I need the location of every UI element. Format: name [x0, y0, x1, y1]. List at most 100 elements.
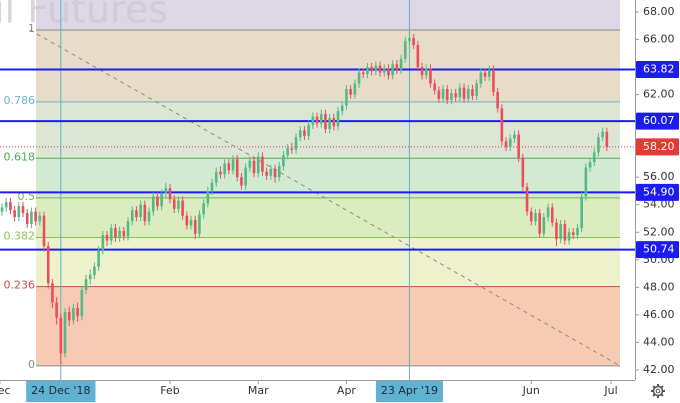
- x-tick-label: Jul: [603, 384, 617, 397]
- candle-body: [340, 105, 344, 112]
- candle-body: [34, 211, 37, 222]
- y-tick-label: 54.00: [643, 198, 675, 211]
- candle-body: [114, 228, 117, 238]
- candle-body: [139, 204, 142, 218]
- candle-body: [25, 212, 29, 225]
- candle-body: [450, 93, 453, 101]
- candle-body: [601, 131, 604, 138]
- candle-body: [46, 246, 50, 284]
- candle-body: [395, 64, 399, 70]
- candle-body: [298, 130, 302, 138]
- y-tick-label: 62.00: [643, 88, 675, 101]
- candle-body: [563, 224, 567, 241]
- candle-body: [130, 210, 134, 222]
- candle-body: [261, 156, 264, 172]
- candle-body: [555, 222, 558, 240]
- candle-body: [445, 89, 449, 101]
- candle-body: [500, 108, 504, 142]
- candle-body: [584, 167, 588, 197]
- candle-body: [475, 83, 478, 96]
- candle-body: [189, 219, 193, 226]
- candle-body: [471, 89, 474, 96]
- candle-body: [51, 283, 54, 303]
- x-tick-label: 24 Dec '18: [31, 384, 90, 397]
- x-tick-label: Apr: [337, 384, 357, 397]
- fib-label: 0.786: [4, 94, 36, 107]
- candle-body: [240, 177, 243, 186]
- candle-body: [290, 148, 294, 150]
- fib-label: 0.618: [4, 150, 36, 163]
- candle-body: [550, 207, 554, 223]
- candle-body: [164, 188, 168, 194]
- candle-body: [420, 67, 424, 76]
- candle-body: [353, 83, 357, 95]
- candle-body: [42, 215, 46, 247]
- candle-body: [387, 68, 390, 76]
- x-tick-label: Dec: [0, 384, 11, 397]
- last-price-label: 58.20: [643, 140, 675, 153]
- candle-body: [0, 207, 4, 212]
- candle-body: [403, 40, 407, 59]
- candle-body: [265, 171, 268, 176]
- candle-body: [59, 317, 63, 354]
- candle-body: [80, 290, 84, 317]
- candle-body: [458, 87, 462, 98]
- candle-body: [357, 72, 361, 84]
- candle-body: [151, 196, 155, 212]
- candle-body: [248, 160, 252, 168]
- candle-body: [592, 152, 596, 163]
- candle-body: [21, 206, 25, 213]
- candle-body: [513, 134, 516, 139]
- level-label: 63.82: [643, 63, 675, 76]
- x-tick-label: Jun: [522, 384, 540, 397]
- candle-body: [210, 182, 214, 191]
- candle-body: [277, 166, 281, 178]
- candle-body: [30, 211, 33, 225]
- candle-body: [244, 167, 247, 186]
- candle-body: [332, 117, 336, 127]
- settings-icon[interactable]: [651, 384, 665, 398]
- candle-body: [55, 302, 58, 318]
- y-tick-label: 46.00: [643, 308, 675, 321]
- candle-body: [231, 159, 235, 171]
- candle-body: [177, 200, 180, 209]
- candle-body: [349, 89, 352, 95]
- candle-body: [487, 69, 491, 77]
- candle-body: [143, 204, 147, 222]
- x-axis-area: [0, 380, 680, 403]
- candle-body: [454, 93, 457, 98]
- candle-body: [227, 163, 231, 171]
- y-tick-label: 66.00: [643, 33, 675, 46]
- candle-body: [559, 224, 562, 240]
- candle-body: [93, 266, 96, 275]
- level-label: 50.74: [643, 243, 675, 256]
- candle-body: [521, 157, 525, 187]
- level-label: 54.90: [643, 185, 675, 198]
- candle-body: [294, 137, 298, 150]
- candle-body: [345, 89, 348, 106]
- candle-body: [416, 45, 420, 68]
- candle-body: [571, 232, 575, 236]
- fib-label: 0.382: [4, 230, 36, 243]
- candle-body: [437, 90, 441, 99]
- candle-body: [546, 207, 550, 218]
- fib-band: [36, 101, 620, 159]
- candle-body: [286, 148, 289, 156]
- level-box: [636, 112, 679, 130]
- candle-body: [181, 200, 184, 216]
- candle-body: [429, 68, 432, 84]
- candle-body: [105, 235, 109, 241]
- gear-hole: [655, 388, 661, 394]
- fib-label: 0.236: [4, 279, 36, 292]
- candle-body: [328, 117, 331, 130]
- x-label-box: [375, 381, 443, 402]
- candle-body: [17, 206, 21, 218]
- candle-body: [441, 89, 445, 99]
- candle-body: [235, 159, 239, 178]
- candle-body: [374, 65, 378, 72]
- candle-body: [534, 212, 537, 222]
- candle-body: [97, 250, 100, 267]
- candle-body: [122, 230, 126, 237]
- candle-body: [466, 89, 470, 99]
- candle-body: [84, 279, 88, 291]
